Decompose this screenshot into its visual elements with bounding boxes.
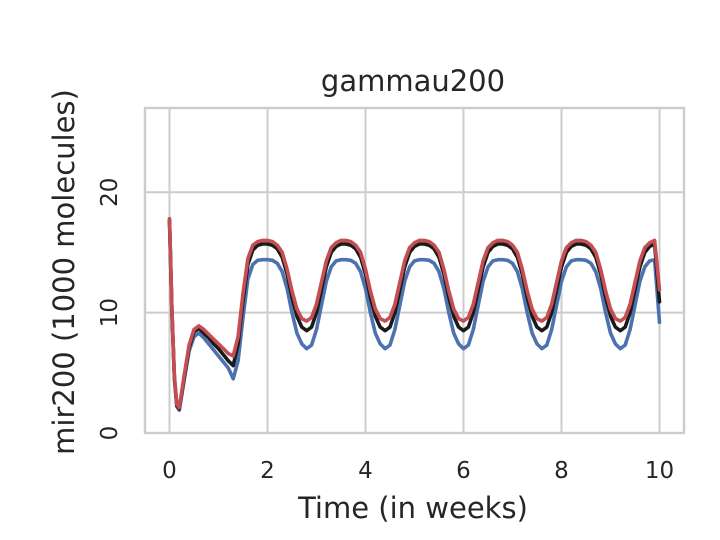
- tick-labels: 0 2 4 6 8 10 0 10 20: [97, 178, 674, 484]
- y-axis-label: mir200 (1000 molecules): [47, 89, 81, 455]
- x-tick-label: 6: [456, 458, 471, 484]
- y-tick-label: 10: [97, 298, 123, 327]
- y-tick-label: 20: [97, 178, 123, 207]
- x-tick-label: 10: [645, 458, 674, 484]
- x-tick-label: 4: [358, 458, 373, 484]
- x-tick-label: 2: [260, 458, 275, 484]
- series-line-1: [167, 219, 662, 412]
- x-axis-label: Time (in weeks): [297, 491, 528, 525]
- series-line-3: [167, 216, 662, 410]
- y-tick-label: 0: [97, 426, 123, 441]
- series-group: [167, 216, 662, 412]
- x-tick-label: 8: [554, 458, 569, 484]
- chart-title: gammau200: [321, 64, 505, 98]
- x-tick-label: 0: [162, 458, 177, 484]
- plot-frame: [143, 106, 686, 435]
